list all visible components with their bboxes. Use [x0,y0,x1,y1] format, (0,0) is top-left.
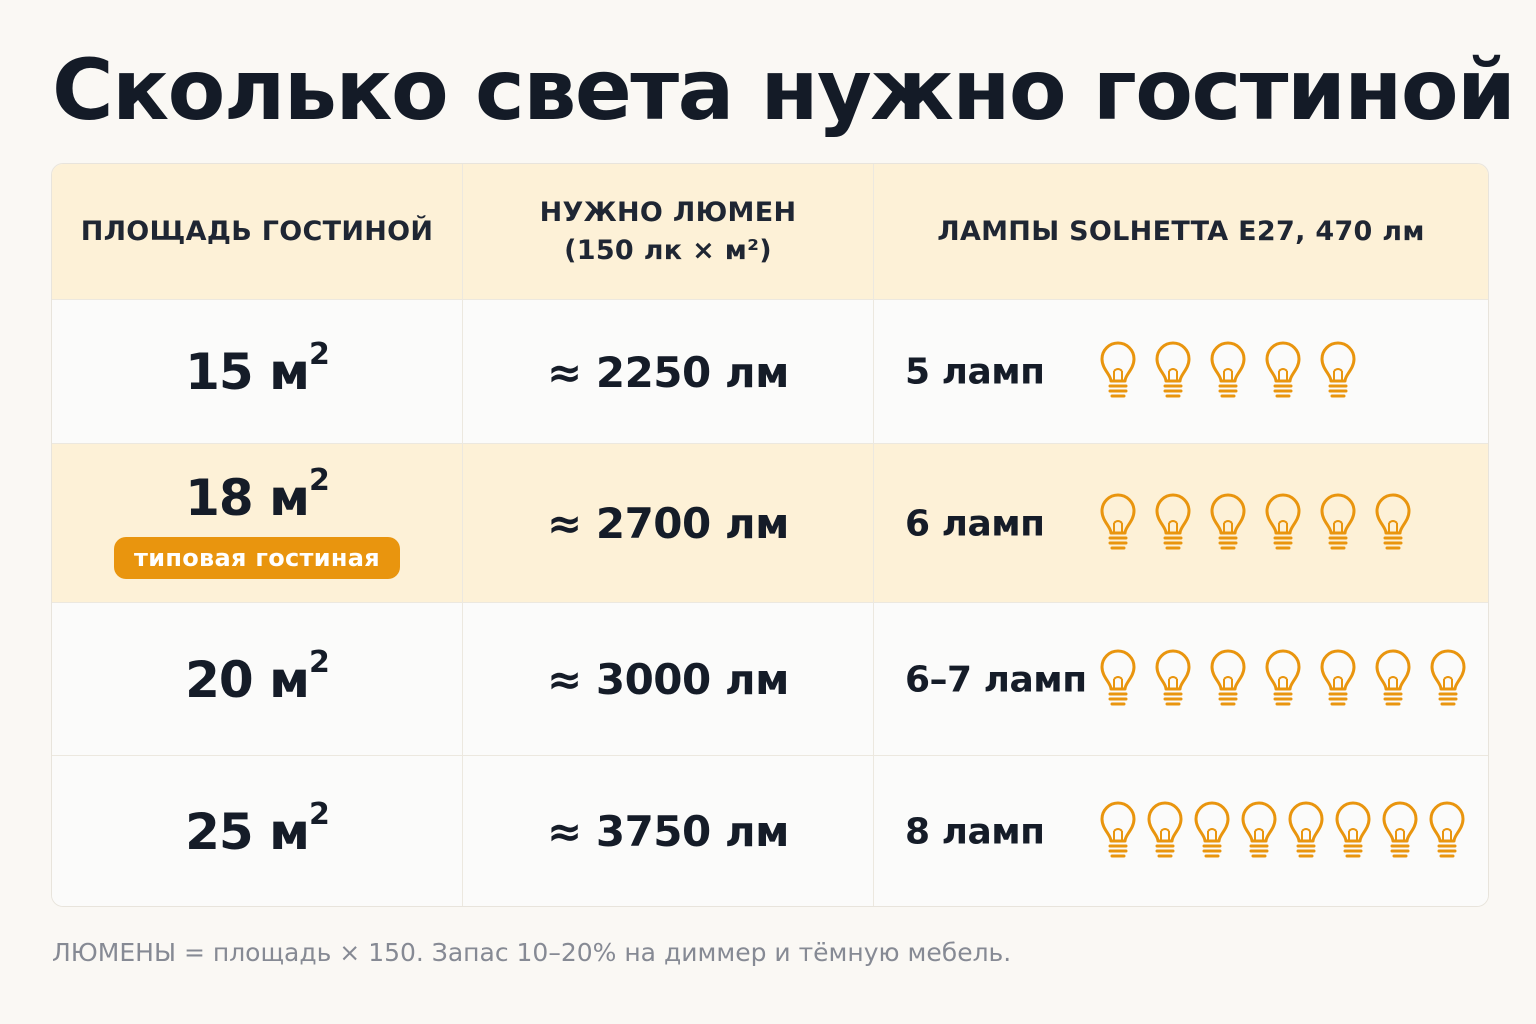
light-bulb-icon [1320,341,1356,398]
bulb-icons [1098,801,1474,863]
light-bulb-icon [1100,493,1136,549]
light-bulb-icon [1335,801,1371,857]
light-bulb-icon [1320,493,1356,549]
area-value: 15 м2 [185,337,330,401]
light-bulb-icon [1210,649,1246,705]
lumens-value: ≈ 3000 лм [547,655,789,704]
light-bulb-icon [1375,649,1411,705]
lumens-value: ≈ 3750 лм [547,807,789,856]
lumens-value: ≈ 2700 лм [547,499,789,548]
area-superscript: 2 [308,462,330,498]
light-bulb-icon [1210,493,1246,549]
table-row: 25 м2 ≈ 3750 лм 8 ламп [52,755,1488,906]
bulb-icons [1098,341,1373,403]
lamps-count: 6 ламп [905,503,1045,544]
area-cell: 18 м2 типовая гостиная [52,444,463,603]
lamps-count: 6–7 ламп [905,659,1087,700]
area-value: 20 м2 [185,645,330,709]
area-number: 18 м [185,468,310,527]
lamps-cell: 6–7 ламп [874,603,1488,756]
lumens-cell: ≈ 3750 лм [463,756,874,906]
lamps-cell: 5 ламп [874,300,1488,444]
header-lumens-label: НУЖНО ЛЮМЕН (150 лк × м²) [540,194,797,270]
area-superscript: 2 [308,337,330,372]
bulb-icons [1098,493,1428,555]
lumens-cell: ≈ 3000 лм [463,603,874,756]
light-bulb-icon [1241,801,1277,857]
light-bulb-icon [1100,649,1136,705]
light-bulb-icon [1155,649,1191,705]
header-lumens-line2: (150 лк × м²) [564,234,772,266]
typical-room-badge: типовая гостиная [114,536,400,579]
area-number: 20 м [185,650,310,709]
area-superscript: 2 [308,644,330,680]
header-lamps-label: ЛАМПЫ SOLHETTA E27, 470 лм [937,215,1425,247]
header-lumens-line1: НУЖНО ЛЮМЕН [539,196,797,228]
bulb-icons [1098,649,1483,711]
area-value: 25 м2 [185,797,330,861]
light-bulb-icon [1100,801,1136,857]
footnote: ЛЮМЕНЫ = площадь × 150. Запас 10–20% на … [52,938,1012,967]
light-bulb-icon [1382,801,1418,857]
area-cell: 25 м2 [52,756,463,906]
lamps-cell: 6 ламп [874,444,1488,603]
lumens-cell: ≈ 2250 лм [463,300,874,444]
header-cell-area: ПЛОЩАДЬ ГОСТИНОЙ [52,164,463,299]
area-value: 18 м2 [185,463,330,527]
light-bulb-icon [1100,341,1136,398]
lamps-count: 8 ламп [905,811,1045,852]
header-cell-lamps: ЛАМПЫ SOLHETTA E27, 470 лм [874,164,1488,299]
table-row: 15 м2 ≈ 2250 лм 5 ламп [52,299,1488,444]
light-bulb-icon [1265,341,1301,398]
area-number: 25 м [185,802,310,861]
light-bulb-icon [1155,493,1191,549]
light-bulb-icon [1375,493,1411,549]
table-header-row: ПЛОЩАДЬ ГОСТИНОЙ НУЖНО ЛЮМЕН (150 лк × м… [52,164,1488,299]
header-cell-lumens: НУЖНО ЛЮМЕН (150 лк × м²) [463,164,874,299]
area-superscript: 2 [308,796,330,832]
lighting-table: ПЛОЩАДЬ ГОСТИНОЙ НУЖНО ЛЮМЕН (150 лк × м… [51,163,1489,907]
lamps-cell: 8 ламп [874,756,1488,906]
lumens-cell: ≈ 2700 лм [463,444,874,603]
light-bulb-icon [1320,649,1356,705]
light-bulb-icon [1210,341,1246,398]
light-bulb-icon [1430,649,1466,705]
lamps-count: 5 ламп [905,351,1045,393]
header-area-label: ПЛОЩАДЬ ГОСТИНОЙ [80,215,434,247]
lumens-value: ≈ 2250 лм [547,347,789,397]
table-row-highlighted: 18 м2 типовая гостиная ≈ 2700 лм 6 ламп [52,443,1488,603]
light-bulb-icon [1288,801,1324,857]
area-cell: 15 м2 [52,300,463,444]
light-bulb-icon [1194,801,1230,857]
light-bulb-icon [1155,341,1191,398]
light-bulb-icon [1147,801,1183,857]
light-bulb-icon [1429,801,1465,857]
area-cell: 20 м2 [52,603,463,756]
page-title: Сколько света нужно гостиной [52,41,1516,139]
light-bulb-icon [1265,493,1301,549]
table-row: 20 м2 ≈ 3000 лм 6–7 ламп [52,602,1488,756]
light-bulb-icon [1265,649,1301,705]
area-number: 15 м [185,343,310,401]
